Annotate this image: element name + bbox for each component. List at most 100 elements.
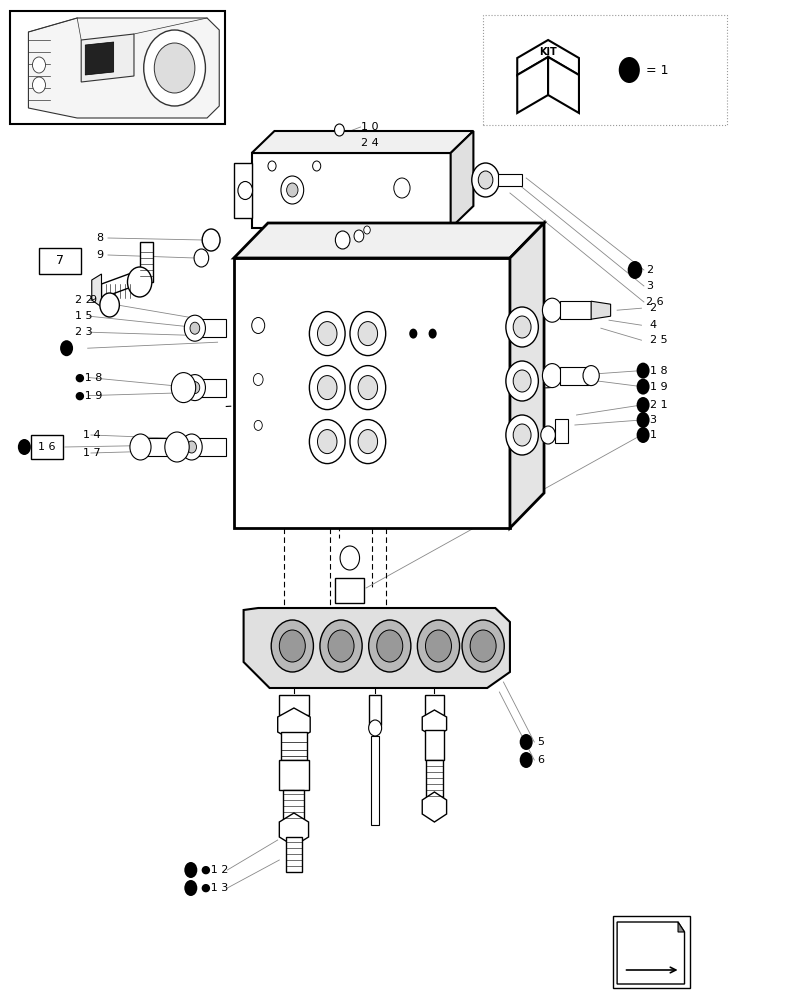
Circle shape [513, 316, 530, 338]
Text: 2: 2 [646, 265, 653, 275]
Circle shape [368, 720, 381, 736]
Circle shape [618, 57, 639, 83]
Text: 1 9: 1 9 [649, 382, 667, 392]
Polygon shape [517, 57, 547, 113]
Circle shape [354, 230, 363, 242]
Polygon shape [509, 223, 543, 528]
Circle shape [542, 298, 561, 322]
Circle shape [317, 376, 337, 400]
Circle shape [636, 379, 649, 395]
Bar [483, 15, 726, 125]
Circle shape [519, 734, 532, 750]
Polygon shape [277, 708, 310, 741]
Polygon shape [285, 837, 302, 872]
Circle shape [340, 546, 359, 570]
Text: 5: 5 [537, 737, 544, 747]
Text: 9: 9 [96, 250, 103, 260]
Text: 1: 1 [649, 430, 656, 440]
Circle shape [238, 182, 252, 200]
Circle shape [32, 77, 45, 93]
Polygon shape [144, 438, 181, 456]
Polygon shape [426, 760, 442, 800]
Polygon shape [251, 153, 450, 228]
Text: 2 6: 2 6 [646, 297, 663, 307]
Circle shape [154, 43, 195, 93]
Circle shape [251, 318, 264, 334]
Polygon shape [81, 34, 134, 82]
Text: 2 4: 2 4 [361, 138, 379, 148]
Circle shape [350, 420, 385, 464]
Text: 7: 7 [56, 254, 64, 267]
Polygon shape [85, 42, 114, 75]
Circle shape [100, 293, 119, 317]
Circle shape [320, 620, 362, 672]
Polygon shape [251, 131, 473, 153]
Circle shape [505, 415, 538, 455]
Circle shape [60, 340, 73, 356]
Polygon shape [422, 710, 446, 737]
Circle shape [417, 620, 459, 672]
Polygon shape [234, 223, 543, 258]
Circle shape [190, 382, 200, 394]
Text: 1 7: 1 7 [83, 448, 101, 458]
Circle shape [636, 397, 649, 413]
Circle shape [505, 361, 538, 401]
Polygon shape [243, 608, 509, 688]
Polygon shape [191, 438, 225, 456]
Polygon shape [547, 57, 578, 113]
Circle shape [184, 880, 197, 896]
Circle shape [184, 315, 205, 341]
Circle shape [461, 620, 504, 672]
Polygon shape [424, 695, 444, 715]
Circle shape [358, 322, 377, 346]
Bar [31, 435, 63, 459]
Polygon shape [279, 760, 308, 790]
Circle shape [309, 312, 345, 356]
Polygon shape [422, 792, 446, 822]
Circle shape [184, 862, 197, 878]
Circle shape [636, 427, 649, 443]
Text: KIT: KIT [539, 47, 556, 57]
Circle shape [478, 171, 492, 189]
Circle shape [409, 329, 417, 339]
Polygon shape [554, 419, 568, 443]
Circle shape [519, 752, 532, 768]
Text: 9: 9 [89, 295, 97, 305]
Circle shape [350, 312, 385, 356]
Circle shape [286, 183, 298, 197]
Text: 6: 6 [537, 755, 544, 765]
Circle shape [334, 124, 344, 136]
Circle shape [513, 370, 530, 392]
Circle shape [582, 366, 599, 386]
Circle shape [328, 630, 354, 662]
Circle shape [335, 231, 350, 249]
Bar [10, 11, 225, 124]
Polygon shape [101, 270, 139, 298]
Polygon shape [195, 319, 225, 337]
Circle shape [253, 373, 263, 385]
Circle shape [471, 163, 499, 197]
Circle shape [312, 161, 320, 171]
Circle shape [32, 57, 45, 73]
Circle shape [279, 630, 305, 662]
Polygon shape [234, 258, 509, 528]
Circle shape [144, 30, 205, 106]
Circle shape [636, 363, 649, 379]
Polygon shape [371, 736, 379, 825]
Bar [612, 916, 689, 988]
Polygon shape [497, 174, 521, 186]
Text: ●1 2: ●1 2 [201, 865, 229, 875]
Circle shape [368, 620, 410, 672]
Text: 1 4: 1 4 [83, 430, 101, 440]
Text: 1 5: 1 5 [75, 311, 92, 321]
Polygon shape [450, 131, 473, 228]
Circle shape [165, 432, 189, 462]
Circle shape [130, 434, 151, 460]
Text: = 1: = 1 [645, 64, 667, 77]
Polygon shape [590, 301, 610, 319]
Polygon shape [369, 695, 380, 725]
Text: 8: 8 [96, 233, 103, 243]
Circle shape [268, 161, 276, 171]
Circle shape [358, 376, 377, 400]
Circle shape [202, 229, 220, 251]
